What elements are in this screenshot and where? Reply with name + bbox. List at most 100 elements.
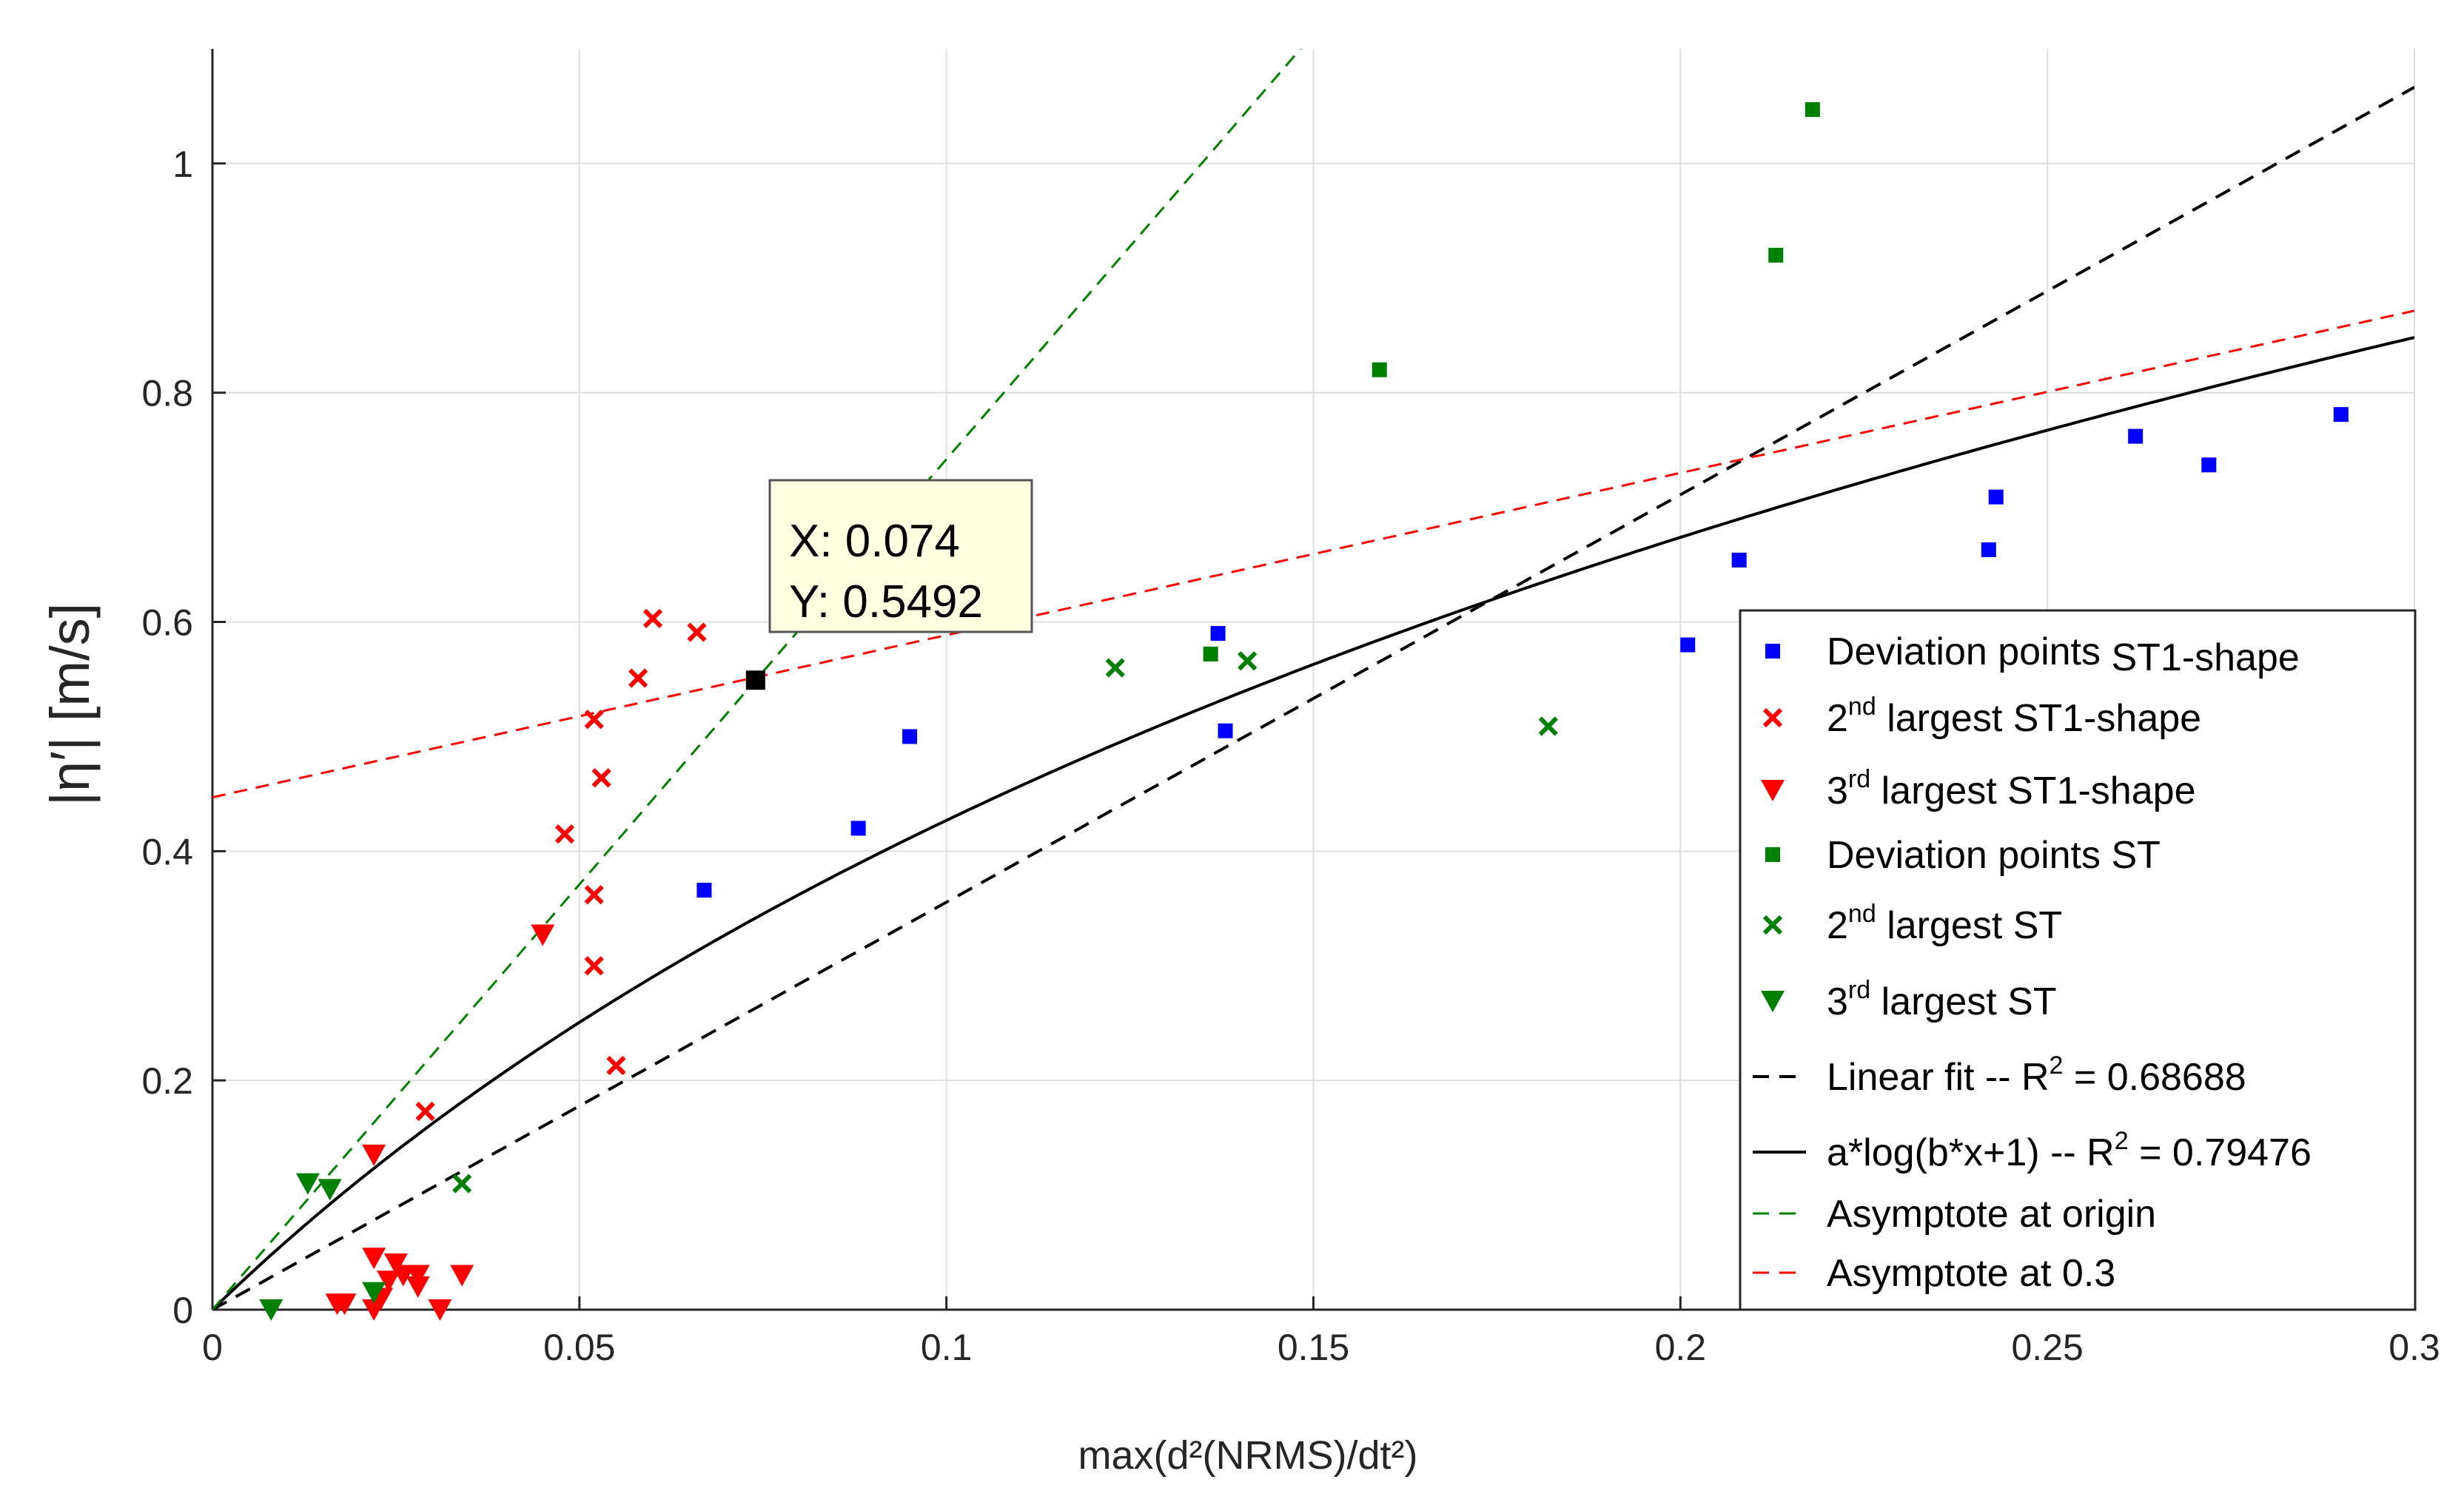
- data-point-series-1: [2333, 407, 2349, 423]
- data-point-series-1: [902, 729, 918, 744]
- legend-marker-series-4: [1765, 847, 1780, 862]
- legend-label-part: ST1-shape: [2111, 636, 2299, 679]
- data-point-series-6: [362, 1282, 386, 1304]
- data-point-series-1: [2201, 457, 2217, 473]
- legend-label-part: 3: [1827, 980, 1848, 1023]
- legend-label-series-5: 2nd largest ST: [1827, 900, 2062, 947]
- datatip-y-label: Y: 0.5492: [789, 576, 983, 627]
- data-point-series-1: [1210, 626, 1226, 642]
- data-point-series-2: [584, 710, 604, 730]
- fit-lines: [212, 49, 2414, 1310]
- legend-label-series-2: 2nd largest ST1-shape: [1827, 693, 2201, 740]
- legend-label-part: = 0.68688: [2063, 1056, 2246, 1099]
- legend-label-series-4: Deviation points ST: [1827, 834, 2161, 877]
- data-point-series-3: [531, 924, 555, 946]
- data-point-series-2: [628, 668, 648, 688]
- fit-line-linear: [212, 49, 1303, 1310]
- legend-label-superscript: rd: [1848, 765, 1870, 793]
- data-point-series-3: [377, 1270, 400, 1293]
- legend-label-part: largest ST: [1870, 980, 2056, 1023]
- y-tick-label: 0.6: [141, 602, 193, 644]
- legend-label-part: Deviation points: [1827, 630, 2111, 673]
- legend-marker-series-2: [1762, 707, 1783, 728]
- y-tick-label: 0.2: [141, 1060, 193, 1102]
- legend-label-superscript: rd: [1848, 976, 1870, 1004]
- legend-box: [1739, 609, 2417, 1311]
- data-point-series-1: [1981, 542, 1996, 557]
- fit-line-log: [212, 336, 2414, 1310]
- data-point-series-3: [362, 1248, 386, 1270]
- y-tick-label: 0.4: [141, 831, 193, 872]
- data-point-series-4: [1768, 247, 1784, 263]
- legend-label-line-4: Asymptote at 0.3: [1827, 1252, 2115, 1295]
- data-point-series-4: [1805, 102, 1820, 118]
- data-point-series-3: [383, 1253, 408, 1276]
- data-point-series-1: [1680, 637, 1696, 653]
- legend-label-series-6: 3rd largest ST: [1827, 976, 2057, 1023]
- x-tick-label: 0.15: [1278, 1327, 1349, 1368]
- data-point-series-2: [606, 1055, 626, 1076]
- data-point-series-3: [406, 1276, 430, 1299]
- data-tip[interactable]: X: 0.074 Y: 0.5492: [745, 479, 1033, 690]
- legend-label-part: largest ST: [1876, 904, 2062, 947]
- legend-label-part: 2: [1827, 904, 1848, 947]
- x-tick-label: 0.3: [2389, 1327, 2440, 1368]
- x-tick-label: 0.05: [543, 1327, 615, 1368]
- data-point-series-2: [642, 608, 663, 629]
- legend-label-superscript: 2: [2115, 1127, 2129, 1155]
- legend-label-line-2: a*log(b*x+1) -- R2 = 0.79476: [1827, 1127, 2312, 1174]
- y-tick-label: 0.8: [141, 373, 193, 414]
- legend-label-part: 2: [1827, 697, 1848, 740]
- x-tick-label: 0.1: [921, 1327, 973, 1368]
- legend-label-superscript: nd: [1848, 900, 1876, 928]
- legend-marker-series-6: [1761, 991, 1785, 1012]
- y-tick-label: 0: [172, 1290, 193, 1331]
- legend-marker-series-5: [1762, 915, 1783, 935]
- datatip-marker: [745, 670, 765, 690]
- data-point-series-2: [415, 1101, 435, 1122]
- legend-label-part: = 0.79476: [2129, 1131, 2312, 1174]
- data-point-series-3: [406, 1265, 430, 1287]
- data-point-series-1: [2128, 428, 2144, 444]
- data-point-series-2: [591, 768, 611, 788]
- fit-line-linear: [212, 86, 2414, 1310]
- data-point-series-6: [259, 1299, 283, 1321]
- data-point-series-5: [452, 1174, 472, 1194]
- datatip-x-label: X: 0.074: [789, 516, 960, 567]
- legend-label-part: largest ST1-shape: [1870, 770, 2195, 812]
- x-tick-label: 0: [202, 1327, 223, 1368]
- data-point-series-3: [428, 1299, 452, 1321]
- legend-marker-series-1: [1765, 644, 1780, 659]
- data-point-series-5: [1238, 651, 1258, 671]
- data-point-series-6: [295, 1173, 320, 1195]
- data-point-series-2: [687, 622, 707, 642]
- legend-label-part: largest ST1-shape: [1876, 697, 2201, 740]
- legend-label-series-3: 3rd largest ST1-shape: [1827, 765, 2196, 812]
- x-axis-label: max(d²(NRMS)/dt²): [1078, 1433, 1418, 1478]
- data-point-series-2: [584, 885, 604, 905]
- legend-label-superscript: nd: [1848, 693, 1876, 721]
- legend-marker-series-3: [1761, 780, 1785, 801]
- legend-label-superscript: 2: [2050, 1051, 2064, 1080]
- data-point-series-2: [554, 824, 575, 844]
- data-point-series-1: [1218, 723, 1233, 738]
- data-point-series-5: [1105, 658, 1125, 678]
- x-tick-label: 0.25: [2012, 1327, 2084, 1368]
- data-point-series-1: [1731, 552, 1747, 568]
- data-point-series-3: [332, 1293, 357, 1316]
- data-point-series-1: [850, 821, 866, 836]
- legend-label-line-1: Linear fit -- R2 = 0.68688: [1827, 1051, 2246, 1099]
- legend-label-part: a*log(b*x+1) -- R: [1827, 1131, 2115, 1174]
- data-point-series-6: [318, 1179, 342, 1201]
- legend-label-line-3: Asymptote at origin: [1827, 1193, 2156, 1236]
- data-point-series-3: [362, 1144, 386, 1166]
- data-points: [259, 102, 2349, 1321]
- data-point-series-4: [1372, 362, 1387, 377]
- data-point-series-2: [584, 956, 604, 976]
- data-point-series-4: [1203, 646, 1218, 661]
- y-tick-label: 1: [172, 144, 193, 185]
- data-point-series-3: [450, 1265, 474, 1287]
- data-point-series-1: [1988, 489, 2004, 505]
